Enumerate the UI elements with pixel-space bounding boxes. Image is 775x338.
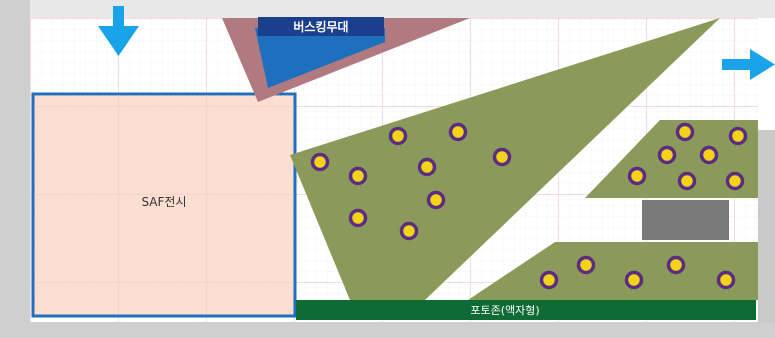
arrow-down-icon [98, 6, 139, 56]
garden-lower [468, 242, 758, 300]
light-dot [627, 166, 647, 186]
light-dot [426, 190, 446, 210]
photo-zone-label: 포토존(액자형) [470, 304, 539, 317]
light-dot [716, 270, 736, 290]
light-dot [728, 126, 748, 146]
busking-stage-platform [255, 28, 385, 88]
busking-stage-label-bg [258, 17, 384, 36]
light-dot [657, 145, 677, 165]
light-dot [399, 221, 419, 241]
light-dot [576, 255, 596, 275]
photo-zone-bar [296, 300, 756, 320]
light-dot [388, 126, 408, 146]
light-dot [725, 171, 745, 191]
light-dot [448, 122, 468, 142]
saf-exhibit-label: SAF전시 [141, 195, 186, 209]
saf-exhibit-grid [34, 95, 294, 315]
busking-stage-label: 버스킹무대 [293, 19, 348, 34]
light-dot [348, 166, 368, 186]
light-dot [624, 270, 644, 290]
left-wall [0, 0, 30, 338]
arrow-right-icon [722, 49, 775, 80]
light-dot [699, 145, 719, 165]
garden-lights [310, 122, 748, 290]
light-dot [310, 152, 330, 172]
light-dot [675, 122, 695, 142]
bottom-wall [0, 322, 775, 338]
light-dot [666, 255, 686, 275]
light-dot [417, 157, 437, 177]
top-wall [30, 0, 775, 18]
light-dot [677, 171, 697, 191]
light-dot [539, 270, 559, 290]
display-block [642, 200, 729, 240]
light-dot [348, 208, 368, 228]
light-dot [492, 147, 512, 167]
